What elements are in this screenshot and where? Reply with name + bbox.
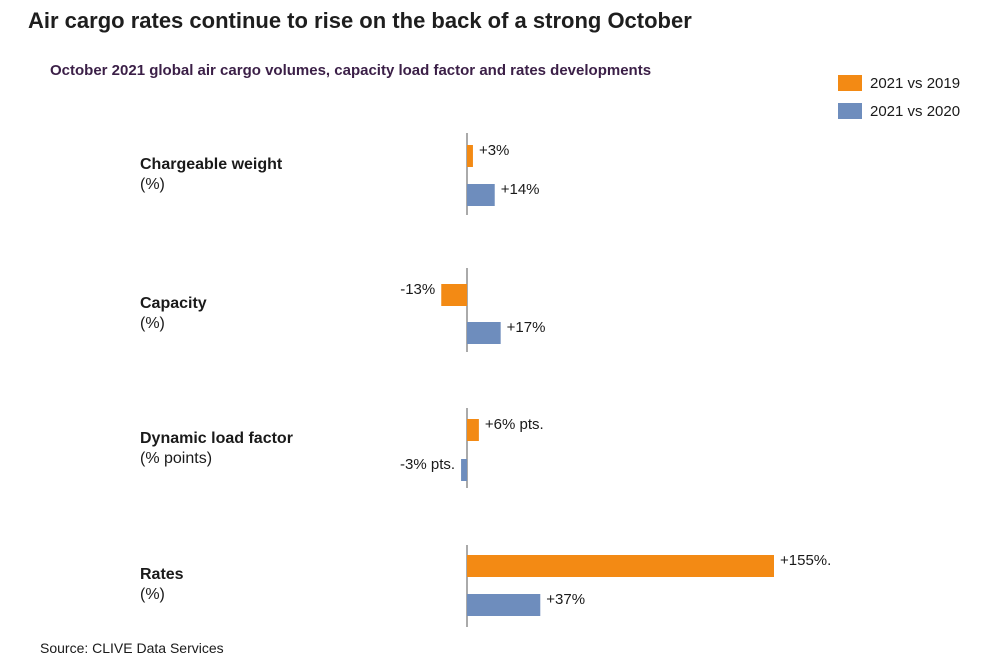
bar-dynamic-load-factor-2019 bbox=[467, 419, 479, 441]
data-label-rates-2020: +37% bbox=[546, 591, 585, 608]
bar-chargeable-weight-2019 bbox=[467, 145, 473, 167]
bar-chargeable-weight-2020 bbox=[467, 184, 495, 206]
chart-subtitle: October 2021 global air cargo volumes, c… bbox=[50, 62, 652, 79]
bar-capacity-2020 bbox=[467, 322, 501, 344]
data-label-capacity-2019: -13% bbox=[400, 281, 435, 298]
category-unit: (% points) bbox=[140, 450, 213, 467]
data-label-dynamic-load-factor-2020: -3% pts. bbox=[400, 456, 455, 473]
category-label-rates: Rates (%) bbox=[140, 565, 184, 605]
data-label-chargeable-weight-2020: +14% bbox=[501, 181, 540, 198]
category-name: Rates bbox=[140, 566, 184, 583]
category-name: Dynamic load factor bbox=[140, 430, 293, 447]
bar-rates-2020 bbox=[467, 594, 541, 616]
data-label-capacity-2020: +17% bbox=[507, 319, 546, 336]
legend-swatch-2019 bbox=[838, 75, 862, 91]
legend-item-2019: 2021 vs 2019 bbox=[838, 72, 960, 94]
data-label-rates-2019: +155%. bbox=[780, 552, 831, 569]
bar-capacity-2019 bbox=[441, 284, 467, 306]
category-unit: (%) bbox=[140, 315, 165, 332]
source-note: Source: CLIVE Data Services bbox=[40, 640, 224, 656]
category-label-dynamic-load-factor: Dynamic load factor (% points) bbox=[140, 429, 293, 469]
category-name: Capacity bbox=[140, 295, 207, 312]
data-label-chargeable-weight-2019: +3% bbox=[479, 142, 509, 159]
category-unit: (%) bbox=[140, 176, 165, 193]
bar-rates-2019 bbox=[467, 555, 774, 577]
chart-title: Air cargo rates continue to rise on the … bbox=[28, 8, 692, 33]
category-label-capacity: Capacity (%) bbox=[140, 294, 207, 334]
legend: 2021 vs 2019 2021 vs 2020 bbox=[838, 72, 960, 128]
legend-label-2019: 2021 vs 2019 bbox=[870, 74, 961, 92]
legend-item-2020: 2021 vs 2020 bbox=[838, 100, 960, 122]
data-label-dynamic-load-factor-2019: +6% pts. bbox=[485, 416, 544, 433]
bar-dynamic-load-factor-2020 bbox=[461, 459, 467, 481]
legend-label-2020: 2021 vs 2020 bbox=[870, 102, 961, 120]
category-unit: (%) bbox=[140, 586, 165, 603]
category-name: Chargeable weight bbox=[140, 156, 283, 173]
category-label-chargeable-weight: Chargeable weight (%) bbox=[140, 155, 282, 195]
legend-swatch-2020 bbox=[838, 103, 862, 119]
